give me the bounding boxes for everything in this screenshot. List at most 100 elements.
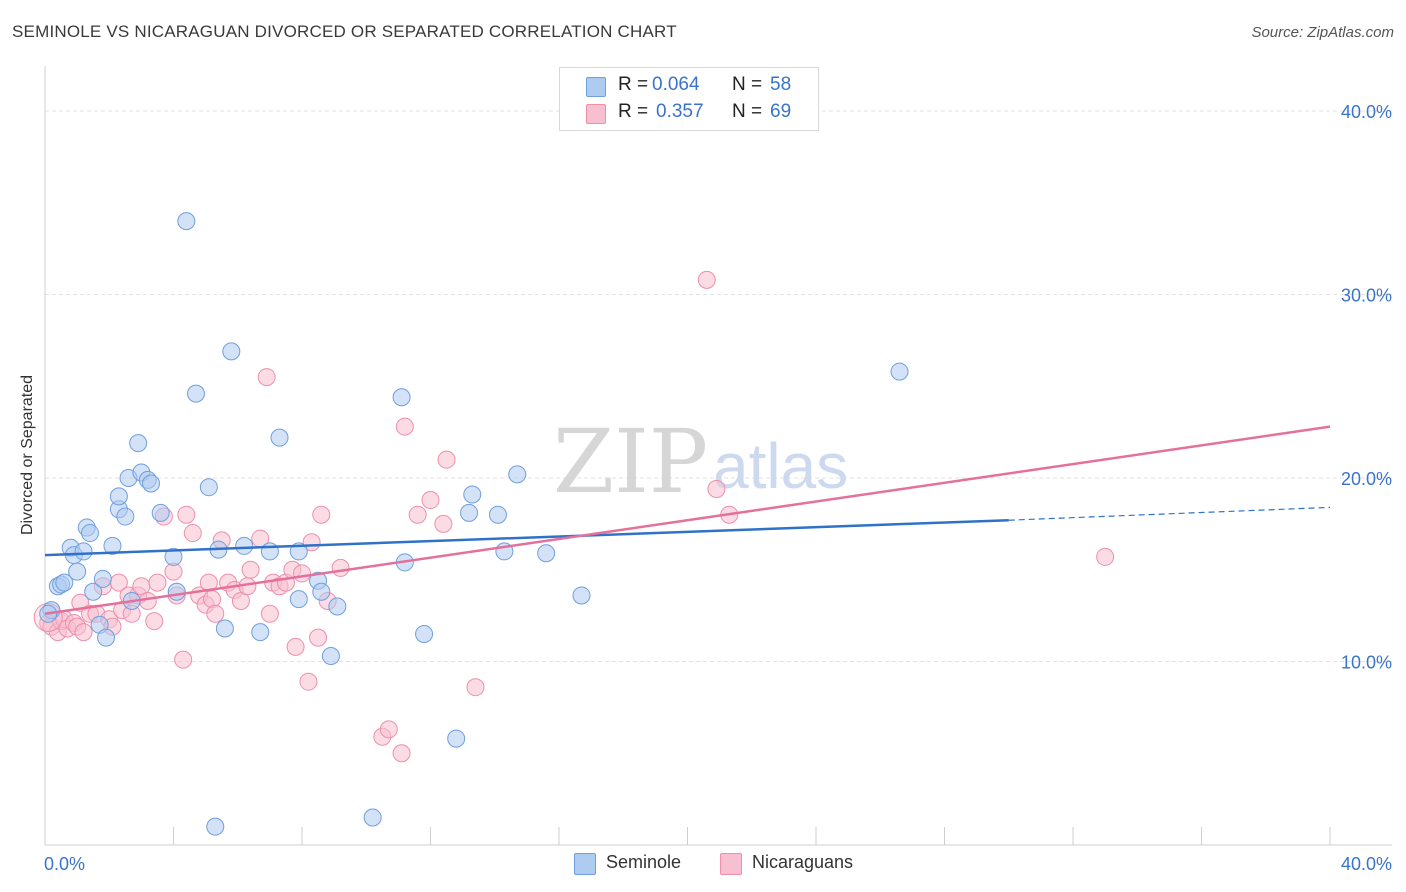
seminole-point xyxy=(463,485,482,504)
seminole-point xyxy=(68,562,87,581)
nicaraguans-point xyxy=(437,450,456,469)
seminole-point xyxy=(447,729,466,748)
nicaraguans-point xyxy=(286,637,305,656)
y-tick-label: 40.0% xyxy=(1341,102,1392,122)
nicaraguans-point xyxy=(299,672,318,691)
seminole-point xyxy=(199,478,218,497)
nicaraguans-point xyxy=(174,650,193,669)
seminole-point xyxy=(508,465,527,484)
seminole-points xyxy=(39,212,909,836)
seminole-point xyxy=(312,582,331,601)
nicaraguans-point xyxy=(260,604,279,623)
series-legend: Seminole Nicaraguans xyxy=(574,852,894,876)
seminole-point xyxy=(460,503,479,522)
nicaraguans-point xyxy=(183,524,202,543)
seminole-point xyxy=(93,569,112,588)
seminole-point xyxy=(186,384,205,403)
nicaraguans-point xyxy=(206,604,225,623)
seminole-point xyxy=(251,623,270,642)
x-tick-label: 40.0% xyxy=(1341,854,1392,874)
nicaraguans-n-label: N = xyxy=(732,101,763,122)
seminole-point xyxy=(103,536,122,555)
seminole-point xyxy=(164,547,183,566)
nicaraguans-point xyxy=(241,560,260,579)
nicaraguans-point xyxy=(421,491,440,510)
seminole-point xyxy=(321,647,340,666)
tick-labels: 10.0% 20.0% 30.0% 40.0% 0.0% 40.0% xyxy=(44,102,1392,874)
axes xyxy=(44,66,1392,846)
seminole-point xyxy=(116,507,135,526)
nicaraguans-point xyxy=(177,505,196,524)
correlation-legend: R = 0.064 N = 58 R = 0.357 N = 69 xyxy=(559,67,819,131)
nicaraguans-point xyxy=(697,270,716,289)
nicaraguans-point xyxy=(309,628,328,647)
seminole-trend-extension xyxy=(1008,506,1331,521)
nicaraguans-point xyxy=(331,558,350,577)
nicaraguans-point xyxy=(257,368,276,387)
nicaraguans-r-label: R = xyxy=(618,101,649,122)
seminole-point xyxy=(215,619,234,638)
nicaraguans-point xyxy=(74,623,93,642)
seminole-trend-line xyxy=(44,518,1009,557)
seminole-point xyxy=(109,487,128,506)
watermark-zip: ZIP xyxy=(553,410,708,513)
seminole-n-label: N = xyxy=(732,74,763,95)
seminole-point xyxy=(392,388,411,407)
seminole-point xyxy=(415,624,434,643)
seminole-point xyxy=(363,808,382,827)
legend-seminole-swatch xyxy=(574,853,596,875)
seminole-point xyxy=(97,628,116,647)
nicaraguans-point xyxy=(148,573,167,592)
nicaraguans-point xyxy=(203,590,222,609)
legend-nicaraguans-label: Nicaraguans xyxy=(752,852,854,872)
seminole-point xyxy=(572,586,591,605)
trend-lines xyxy=(44,425,1331,616)
seminole-n-value: 58 xyxy=(770,74,792,95)
nicaraguans-trend-line xyxy=(44,425,1331,616)
nicaraguans-points xyxy=(33,270,1115,763)
legend-row-nicaraguans: R = 0.357 N = 69 xyxy=(560,101,818,127)
seminole-point xyxy=(537,544,556,563)
seminole-point xyxy=(55,573,74,592)
legend-seminole-label: Seminole xyxy=(606,852,682,872)
seminole-point xyxy=(235,536,254,555)
seminole-point xyxy=(270,428,289,447)
seminole-point xyxy=(890,362,909,381)
gridlines xyxy=(45,110,1392,663)
nicaraguans-point xyxy=(392,744,411,763)
nicaraguans-point xyxy=(145,612,164,631)
source-credit: Source: ZipAtlas.com xyxy=(1251,24,1394,41)
legend-row-seminole: R = 0.064 N = 58 xyxy=(560,74,818,100)
legend-nicaraguans-swatch xyxy=(720,853,742,875)
seminole-point xyxy=(328,597,347,616)
seminole-point xyxy=(84,582,103,601)
chart-title: SEMINOLE VS NICARAGUAN DIVORCED OR SEPAR… xyxy=(12,22,677,41)
seminole-point xyxy=(260,542,279,561)
seminole-point xyxy=(222,342,241,361)
seminole-r-label: R = xyxy=(618,74,649,95)
seminole-point xyxy=(167,582,186,601)
y-tick-label: 30.0% xyxy=(1341,286,1392,306)
nicaraguans-point xyxy=(408,505,427,524)
y-tick-label: 10.0% xyxy=(1341,653,1392,673)
x-tick-label: 0.0% xyxy=(44,854,85,874)
nicaraguans-point xyxy=(379,720,398,739)
seminole-point xyxy=(142,474,161,493)
seminole-swatch xyxy=(586,77,606,97)
watermark-atlas: atlas xyxy=(713,430,848,502)
nicaraguans-swatch xyxy=(586,104,606,124)
nicaraguans-point xyxy=(293,564,311,583)
watermark: ZIP atlas xyxy=(553,410,848,513)
seminole-point xyxy=(80,524,99,543)
seminole-point xyxy=(206,817,225,836)
seminole-point xyxy=(177,212,196,231)
nicaraguans-point xyxy=(466,678,485,697)
nicaraguans-r-value: 0.357 xyxy=(656,101,704,122)
seminole-point xyxy=(129,434,148,453)
nicaraguans-point xyxy=(312,505,331,524)
nicaraguans-n-value: 69 xyxy=(770,101,792,122)
nicaraguans-point xyxy=(395,417,414,436)
seminole-point xyxy=(289,590,308,609)
seminole-point xyxy=(488,505,507,524)
